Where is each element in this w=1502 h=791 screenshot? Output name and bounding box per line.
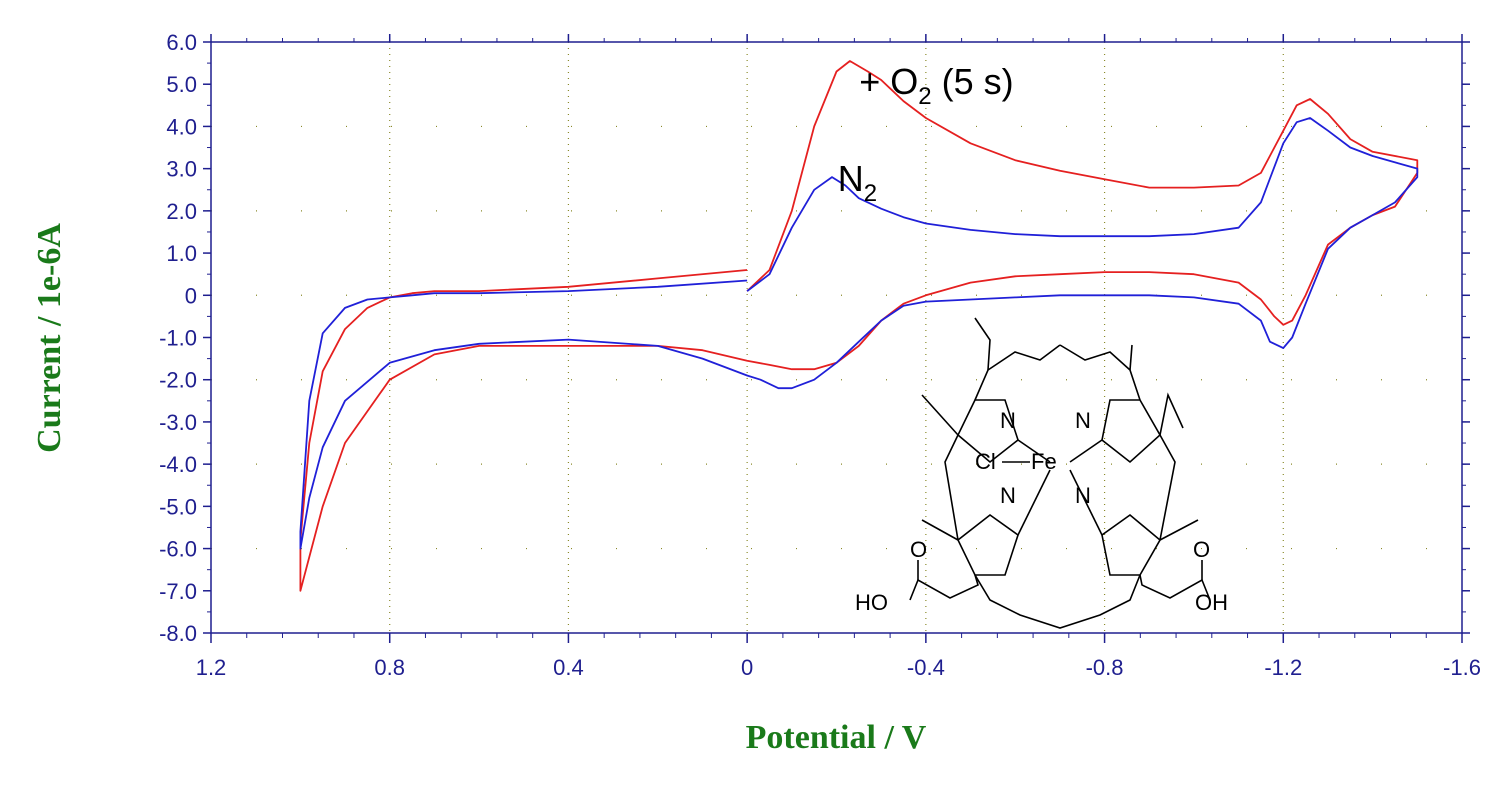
atom-n-3: N: [1000, 483, 1016, 508]
y-axis-title: Current / 1e-6A: [31, 223, 68, 453]
tick-label-layer: 1.2 0.8 0.4 0 -0.4 -0.8 -1.2 -1.6 6.0 5.0 4.0 3.0 2.…: [159, 30, 1481, 680]
y-tick-label: -7.0: [159, 579, 197, 604]
y-tick-label: 0: [185, 283, 197, 308]
hemin-atom-labels: N N N N Cl Fe O O HO OH: [855, 408, 1228, 615]
y-tick-label: -5.0: [159, 494, 197, 519]
bridge-right: [1159, 434, 1176, 541]
o2-series-annotation: + O2 (5 s): [859, 61, 1013, 110]
pyrrole-ring-top-left: [957, 399, 1019, 464]
y-tick-label: -4.0: [159, 452, 197, 477]
atom-n-4: N: [1075, 483, 1091, 508]
plot-frame: [210, 41, 1463, 634]
bridge-top-left: [974, 344, 1061, 401]
cv-series-line-0: [299, 60, 1419, 592]
bridge-top: [1059, 344, 1141, 401]
y-tick-label: 3.0: [166, 157, 197, 182]
y-tick-label: -2.0: [159, 368, 197, 393]
bridge-bottom: [974, 574, 1141, 629]
y-tick-label: -3.0: [159, 410, 197, 435]
vinyl-group-right: [1159, 392, 1184, 436]
x-tick-label: -0.4: [907, 655, 945, 680]
pyrrole-ring-bottom-right: [1101, 513, 1162, 576]
y-tick-label: -8.0: [159, 621, 197, 646]
fe-n-bond-3: [1017, 469, 1051, 536]
x-tick-label: -0.8: [1086, 655, 1124, 680]
y-tick-label: 5.0: [166, 72, 197, 97]
hemin-structure-diagram: [909, 317, 1211, 629]
atom-o-left: O: [910, 537, 927, 562]
atom-o-right: O: [1193, 537, 1210, 562]
methyl-top-right: [1129, 344, 1133, 371]
propionic-acid-right: [1139, 574, 1211, 601]
n2-series-annotation: N2: [838, 158, 877, 207]
tick-layer: [203, 34, 1470, 643]
o2-annotation-text: + O: [859, 61, 918, 102]
pyrrole-ring-top-right: [1101, 399, 1162, 464]
y-tick-label: 4.0: [166, 114, 197, 139]
atom-n-2: N: [1075, 408, 1091, 433]
x-axis-title: Potential / V: [746, 719, 927, 756]
fe-n-bond-4: [1069, 469, 1103, 536]
vinyl-group-left: [974, 317, 991, 371]
methyl-bottom-left: [921, 519, 959, 541]
methyl-bottom-right: [1159, 519, 1199, 541]
propionic-acid-left: [909, 574, 979, 601]
atom-fe: Fe: [1031, 449, 1057, 474]
x-tick-label: 1.2: [196, 655, 227, 680]
x-tick-label: 0.8: [374, 655, 405, 680]
y-tick-label: -6.0: [159, 537, 197, 562]
o2-annotation-subscript: 2: [918, 83, 931, 110]
methyl-left: [921, 394, 959, 436]
atom-n-1: N: [1000, 408, 1016, 433]
y-tick-label: 1.0: [166, 241, 197, 266]
x-tick-label: -1.6: [1443, 655, 1481, 680]
y-tick-label: 6.0: [166, 30, 197, 55]
bridge-left: [944, 434, 959, 541]
n2-annotation-text: N: [838, 158, 864, 199]
series-layer: [299, 60, 1419, 592]
x-tick-label: 0.4: [553, 655, 584, 680]
pyrrole-ring-bottom-left: [956, 514, 1019, 576]
x-tick-label: -1.2: [1264, 655, 1302, 680]
y-tick-label: 2.0: [166, 199, 197, 224]
o2-annotation-suffix: (5 s): [932, 61, 1014, 102]
atom-oh: OH: [1195, 590, 1228, 615]
atom-ho: HO: [855, 590, 888, 615]
y-tick-label: -1.0: [159, 326, 197, 351]
grid-layer: [211, 42, 1462, 633]
fe-n-bond-2: [1069, 439, 1103, 463]
atom-cl: Cl: [975, 449, 996, 474]
x-tick-label: 0: [741, 655, 753, 680]
fe-n-bond-1: [1017, 439, 1051, 463]
cv-series-line-1: [299, 117, 1419, 550]
n2-annotation-subscript: 2: [864, 180, 877, 207]
